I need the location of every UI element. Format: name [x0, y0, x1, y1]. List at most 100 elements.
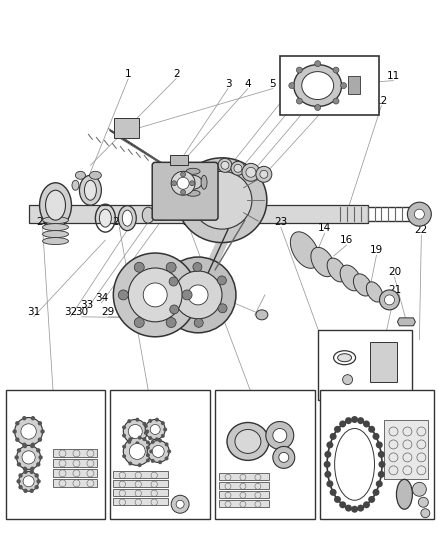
Circle shape [17, 446, 40, 470]
Ellipse shape [179, 175, 185, 189]
Text: 20: 20 [387, 267, 400, 277]
Circle shape [166, 262, 176, 272]
Ellipse shape [118, 206, 136, 231]
Circle shape [265, 422, 293, 449]
Circle shape [340, 83, 346, 88]
Circle shape [122, 454, 126, 458]
Circle shape [174, 271, 222, 319]
Circle shape [378, 290, 399, 310]
Circle shape [332, 67, 338, 73]
Circle shape [164, 442, 168, 446]
Circle shape [357, 417, 364, 424]
Ellipse shape [142, 207, 154, 223]
Circle shape [171, 171, 194, 195]
Circle shape [30, 466, 35, 471]
Text: −DSA: −DSA [130, 400, 166, 409]
Bar [347, 76, 359, 94]
Circle shape [150, 424, 160, 434]
Ellipse shape [234, 430, 260, 454]
Text: 11: 11 [386, 70, 399, 80]
Circle shape [375, 441, 382, 448]
Circle shape [36, 448, 40, 453]
Circle shape [150, 440, 154, 444]
Text: 13: 13 [293, 233, 307, 243]
Circle shape [187, 285, 208, 305]
Circle shape [145, 419, 165, 439]
Circle shape [163, 427, 167, 432]
Bar [110, 390, 209, 519]
Circle shape [29, 470, 34, 474]
Circle shape [122, 445, 126, 449]
Circle shape [241, 163, 259, 181]
Ellipse shape [186, 168, 200, 174]
Circle shape [155, 437, 159, 441]
Circle shape [38, 421, 42, 425]
Circle shape [350, 416, 357, 423]
Circle shape [134, 318, 144, 327]
Bar [215, 390, 314, 519]
Circle shape [362, 502, 369, 508]
Ellipse shape [122, 210, 132, 226]
Circle shape [325, 480, 332, 487]
Text: 1: 1 [125, 69, 131, 78]
Text: 5: 5 [269, 78, 276, 88]
Polygon shape [396, 318, 414, 326]
Ellipse shape [46, 190, 65, 220]
Circle shape [148, 436, 152, 440]
Circle shape [18, 473, 23, 478]
Circle shape [245, 167, 255, 177]
Circle shape [217, 276, 226, 285]
Circle shape [123, 419, 147, 443]
Bar [113, 480, 168, 487]
Ellipse shape [42, 231, 68, 238]
Circle shape [378, 461, 385, 468]
Text: 19: 19 [369, 245, 382, 255]
Text: 8: 8 [324, 74, 330, 84]
Circle shape [128, 424, 142, 439]
Text: 22: 22 [414, 225, 427, 235]
Ellipse shape [353, 274, 371, 296]
Circle shape [122, 433, 126, 438]
Circle shape [367, 496, 374, 503]
Circle shape [40, 429, 45, 434]
Ellipse shape [42, 238, 68, 245]
Circle shape [176, 500, 184, 508]
Bar [170, 155, 187, 165]
Circle shape [420, 508, 429, 518]
Circle shape [14, 455, 19, 459]
Ellipse shape [226, 423, 268, 461]
Text: 14: 14 [317, 223, 331, 233]
Circle shape [148, 419, 152, 423]
Circle shape [166, 318, 176, 327]
Circle shape [12, 429, 17, 434]
Circle shape [350, 506, 357, 513]
Text: 16: 16 [339, 235, 353, 245]
Circle shape [142, 422, 146, 426]
Circle shape [375, 480, 382, 487]
Circle shape [288, 83, 294, 88]
Text: 31: 31 [27, 307, 40, 317]
Circle shape [18, 471, 39, 491]
Circle shape [324, 451, 331, 458]
Circle shape [411, 482, 425, 496]
Circle shape [17, 448, 21, 453]
Circle shape [189, 181, 194, 186]
FancyBboxPatch shape [152, 163, 218, 220]
Ellipse shape [326, 258, 345, 282]
Circle shape [329, 433, 336, 440]
Ellipse shape [337, 354, 351, 362]
Circle shape [35, 473, 39, 478]
Ellipse shape [301, 71, 333, 100]
Circle shape [135, 418, 139, 422]
Circle shape [36, 462, 40, 466]
Ellipse shape [334, 429, 374, 500]
Circle shape [155, 418, 159, 422]
Ellipse shape [72, 180, 79, 190]
Circle shape [233, 164, 241, 172]
Text: 7: 7 [307, 74, 314, 84]
Bar [6, 390, 105, 519]
Circle shape [170, 305, 178, 314]
Circle shape [15, 421, 19, 425]
Circle shape [128, 462, 132, 465]
Circle shape [128, 438, 132, 441]
